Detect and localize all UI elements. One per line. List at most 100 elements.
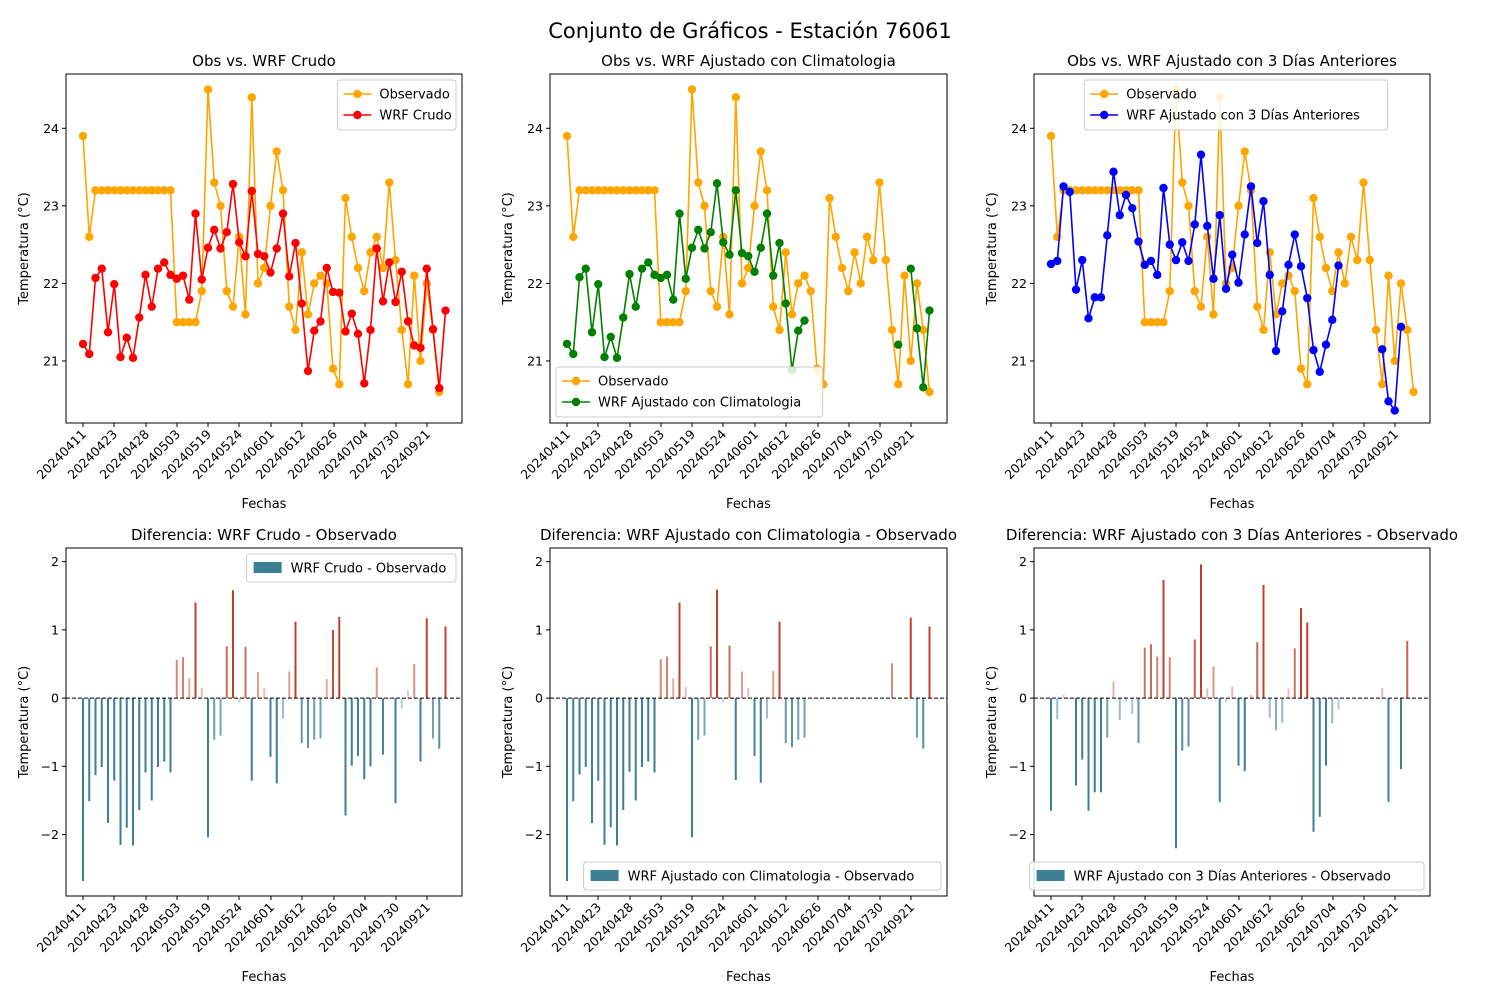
data-point	[1084, 186, 1093, 195]
data-point	[197, 286, 206, 296]
data-point	[831, 232, 840, 242]
bar	[1056, 698, 1059, 720]
data-point	[1328, 315, 1337, 325]
data-point	[712, 179, 722, 188]
data-point	[869, 255, 878, 265]
bar	[357, 698, 359, 757]
y-tick-label: 2	[1019, 554, 1027, 569]
data-point	[147, 302, 156, 311]
bar	[94, 698, 97, 776]
data-point	[78, 339, 88, 349]
bar	[1250, 694, 1252, 699]
data-point	[787, 310, 797, 319]
data-point	[153, 264, 163, 273]
data-point	[887, 325, 897, 335]
data-point	[675, 209, 684, 218]
data-point	[1321, 263, 1331, 273]
bar	[163, 698, 166, 762]
y-axis-label: Temperatura (°C)	[985, 192, 1000, 305]
bar	[766, 698, 768, 719]
data-point	[569, 232, 578, 242]
data-point	[341, 193, 350, 203]
data-point	[1178, 178, 1187, 187]
data-point	[756, 243, 765, 252]
data-point	[403, 380, 413, 389]
bar	[1231, 686, 1234, 699]
bar	[1075, 698, 1077, 786]
data-point	[1071, 285, 1081, 294]
data-point	[712, 302, 722, 311]
axes-frame	[1033, 73, 1431, 424]
y-axis-label: Temperatura (°C)	[985, 666, 1000, 779]
subplot-1: Obs vs. WRF Crudo21222324202404112024042…	[17, 52, 463, 512]
y-axis-label: Temperatura (°C)	[501, 666, 516, 779]
data-point	[1371, 325, 1381, 335]
data-point	[285, 302, 294, 311]
data-point	[706, 228, 715, 237]
legend: Observado WRF Crudo	[336, 79, 457, 131]
bar	[697, 698, 700, 740]
bar	[1243, 698, 1246, 772]
data-point	[1078, 186, 1087, 195]
legend-box	[1029, 861, 1425, 891]
bar	[1312, 698, 1315, 832]
plot-area	[66, 590, 462, 881]
series-line	[82, 89, 441, 393]
data-point	[416, 356, 425, 366]
data-point	[178, 271, 188, 280]
data-point	[166, 186, 175, 195]
subplot-2: Obs vs. WRF Ajustado con Climatologia 21 2…	[501, 52, 948, 512]
legend-box	[583, 861, 942, 891]
data-point	[1378, 380, 1387, 389]
bar	[609, 698, 612, 828]
bar	[791, 698, 793, 748]
bar	[922, 698, 925, 749]
data-point	[606, 186, 615, 195]
data-point	[1240, 230, 1249, 239]
plot-area	[1046, 85, 1418, 415]
legend-marker	[1100, 89, 1109, 99]
data-point	[185, 295, 194, 304]
legend-marker	[571, 397, 581, 407]
bar	[294, 621, 297, 699]
x-axis-label: Fechas	[1210, 497, 1255, 512]
bar	[572, 698, 575, 802]
bar	[225, 646, 228, 699]
data-point	[575, 186, 584, 195]
data-point	[1303, 293, 1312, 303]
data-point	[1196, 302, 1206, 311]
data-point	[925, 387, 934, 397]
legend-label: Observado	[598, 375, 669, 390]
bar	[413, 664, 416, 699]
data-point	[569, 349, 578, 359]
data-point	[191, 209, 200, 218]
subplot-title: Diferencia: WRF Ajustado con Climatologi…	[540, 526, 957, 544]
data-point	[881, 255, 890, 265]
data-point	[1103, 186, 1112, 195]
bar	[425, 618, 428, 699]
x-axis-label: Fechas	[726, 497, 771, 512]
bar	[388, 698, 391, 701]
data-point	[1090, 293, 1099, 302]
data-point	[397, 325, 406, 335]
y-tick-label: 1	[535, 622, 543, 637]
data-point	[1390, 356, 1399, 366]
data-point	[147, 186, 156, 195]
data-point	[919, 383, 928, 392]
data-point	[85, 349, 94, 359]
bar	[1200, 564, 1202, 699]
y-axis-label: Temperatura (°C)	[17, 666, 32, 779]
data-point	[600, 186, 609, 195]
data-point	[385, 258, 394, 267]
y-tick-label: 21	[527, 353, 543, 368]
y-tick-label: −1	[525, 759, 543, 774]
legend-label: WRF Crudo - Observado	[291, 562, 447, 577]
bar	[1168, 657, 1171, 699]
bar	[275, 698, 278, 784]
data-point	[422, 264, 431, 273]
bar	[628, 698, 631, 772]
bar	[307, 698, 309, 748]
data-point	[260, 252, 269, 261]
bar	[219, 698, 222, 736]
bar	[1206, 688, 1209, 699]
